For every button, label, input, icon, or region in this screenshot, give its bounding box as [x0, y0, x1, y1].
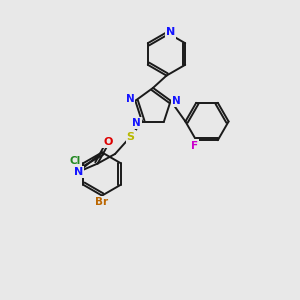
Text: Br: Br — [95, 197, 109, 207]
Text: N: N — [132, 118, 141, 128]
Text: N: N — [125, 94, 134, 104]
Text: N: N — [74, 167, 83, 177]
Text: Cl: Cl — [69, 156, 80, 166]
Text: F: F — [191, 141, 198, 151]
Text: N: N — [172, 96, 181, 106]
Text: O: O — [103, 136, 113, 147]
Text: S: S — [127, 131, 135, 142]
Text: H: H — [72, 160, 80, 170]
Text: N: N — [166, 27, 175, 38]
